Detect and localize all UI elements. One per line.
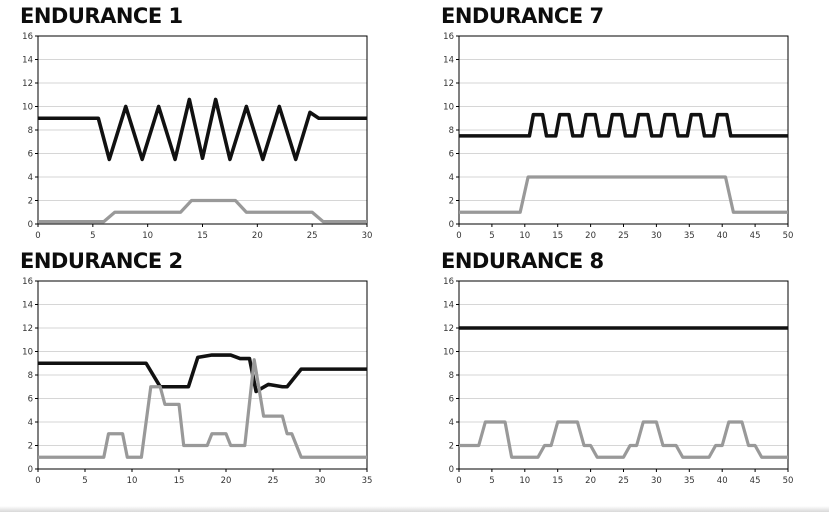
chart-panel-endurance-2: ENDURANCE 2 0 2 4 6 8 10 12 14 16 0 5 10 15 20 25 30 35 <box>14 247 394 486</box>
chart-endurance-2: 0 2 4 6 8 10 12 14 16 0 5 10 15 20 25 30 35 <box>22 277 373 486</box>
y-tick-label: 2 <box>28 442 33 452</box>
x-tick-label: 35 <box>684 476 695 486</box>
x-tick-label: 5 <box>489 476 494 486</box>
black-profile-line <box>38 353 367 394</box>
x-tick-label: 10 <box>519 476 530 486</box>
y-tick-label: 0 <box>449 220 454 230</box>
y-tick-label: 12 <box>22 79 33 89</box>
y-tick-label: 2 <box>449 197 454 207</box>
y-tick-label: 0 <box>449 465 454 475</box>
x-tick-label: 5 <box>82 476 87 486</box>
y-tick-label: 14 <box>443 56 454 66</box>
y-tick-label: 2 <box>28 197 33 207</box>
x-tick-label: 35 <box>684 231 695 241</box>
gray-profile-line <box>459 175 788 214</box>
x-tick-label: 15 <box>552 231 563 241</box>
gray-profile-line <box>459 420 788 459</box>
y-tick-label: 0 <box>28 220 33 230</box>
y-tick-label: 12 <box>443 79 454 89</box>
y-tick-label: 16 <box>443 277 454 287</box>
chart-endurance-8: 0 2 4 6 8 10 12 14 16 0 5 10 15 20 25 30 35 40 45 50 <box>443 277 794 486</box>
chart-endurance-7: 0 2 4 6 8 10 12 14 16 0 5 10 15 20 25 30 35 40 45 50 <box>443 32 794 241</box>
chart-title-endurance-2: ENDURANCE 2 <box>20 249 183 273</box>
black-profile-line <box>459 112 788 138</box>
y-tick-label: 2 <box>449 442 454 452</box>
x-tick-label: 20 <box>585 476 596 486</box>
gray-profile-line <box>38 358 367 459</box>
y-tick-label: 4 <box>28 418 33 428</box>
endurance-charts-page: ENDURANCE 1 0 2 4 6 8 10 12 14 16 0 5 10 15 20 25 30 EN… <box>14 2 815 486</box>
y-tick-label: 6 <box>449 150 454 160</box>
x-tick-label: 0 <box>456 231 461 241</box>
y-tick-label: 12 <box>443 324 454 334</box>
y-tick-label: 16 <box>22 32 33 42</box>
chart-panel-endurance-8: ENDURANCE 8 0 2 4 6 8 10 12 14 16 0 5 10 15 20 25 30 35 4… <box>435 247 815 486</box>
y-tick-label: 10 <box>443 103 454 113</box>
x-tick-label: 30 <box>651 231 662 241</box>
y-tick-label: 6 <box>28 395 33 405</box>
x-tick-label: 0 <box>35 476 40 486</box>
x-tick-label: 0 <box>456 476 461 486</box>
x-tick-label: 25 <box>618 476 629 486</box>
y-tick-label: 10 <box>22 348 33 358</box>
x-tick-label: 5 <box>489 231 494 241</box>
x-tick-label: 15 <box>197 231 208 241</box>
chart-panel-endurance-7: ENDURANCE 7 0 2 4 6 8 10 12 14 16 0 5 10 15 20 25 30 35 4… <box>435 2 815 241</box>
y-tick-label: 8 <box>28 371 33 381</box>
y-tick-label: 4 <box>449 173 454 183</box>
chart-title-endurance-1: ENDURANCE 1 <box>20 4 183 28</box>
x-tick-label: 35 <box>362 476 373 486</box>
y-tick-label: 14 <box>22 301 33 311</box>
chart-title-endurance-7: ENDURANCE 7 <box>441 4 604 28</box>
page-bottom-fade <box>0 506 829 512</box>
x-tick-label: 50 <box>783 476 794 486</box>
x-tick-label: 20 <box>252 231 263 241</box>
x-tick-label: 20 <box>221 476 232 486</box>
x-tick-label: 30 <box>362 231 373 241</box>
y-tick-label: 8 <box>449 371 454 381</box>
x-tick-label: 10 <box>519 231 530 241</box>
x-tick-label: 40 <box>717 476 728 486</box>
x-tick-label: 15 <box>552 476 563 486</box>
x-tick-label: 15 <box>174 476 185 486</box>
x-tick-label: 10 <box>127 476 138 486</box>
x-tick-label: 25 <box>307 231 318 241</box>
gray-profile-line <box>38 198 367 224</box>
x-tick-label: 45 <box>750 476 761 486</box>
y-tick-label: 0 <box>28 465 33 475</box>
y-tick-label: 8 <box>449 126 454 136</box>
x-tick-label: 10 <box>142 231 153 241</box>
y-tick-label: 16 <box>22 277 33 287</box>
y-tick-label: 16 <box>443 32 454 42</box>
y-tick-label: 14 <box>22 56 33 66</box>
y-tick-label: 14 <box>443 301 454 311</box>
y-tick-label: 6 <box>28 150 33 160</box>
x-tick-label: 20 <box>585 231 596 241</box>
y-tick-label: 4 <box>28 173 33 183</box>
x-tick-label: 5 <box>90 231 95 241</box>
x-tick-label: 50 <box>783 231 794 241</box>
y-tick-label: 6 <box>449 395 454 405</box>
x-tick-label: 30 <box>651 476 662 486</box>
x-tick-label: 25 <box>268 476 279 486</box>
y-tick-label: 12 <box>22 324 33 334</box>
black-profile-line <box>38 97 367 162</box>
y-tick-label: 8 <box>28 126 33 136</box>
y-tick-label: 10 <box>22 103 33 113</box>
y-tick-label: 10 <box>443 348 454 358</box>
chart-title-endurance-8: ENDURANCE 8 <box>441 249 604 273</box>
x-tick-label: 30 <box>315 476 326 486</box>
x-tick-label: 45 <box>750 231 761 241</box>
x-tick-label: 25 <box>618 231 629 241</box>
chart-panel-endurance-1: ENDURANCE 1 0 2 4 6 8 10 12 14 16 0 5 10 15 20 25 30 <box>14 2 394 241</box>
x-tick-label: 40 <box>717 231 728 241</box>
y-tick-label: 4 <box>449 418 454 428</box>
x-tick-label: 0 <box>35 231 40 241</box>
chart-endurance-1: 0 2 4 6 8 10 12 14 16 0 5 10 15 20 25 30 <box>22 32 373 241</box>
